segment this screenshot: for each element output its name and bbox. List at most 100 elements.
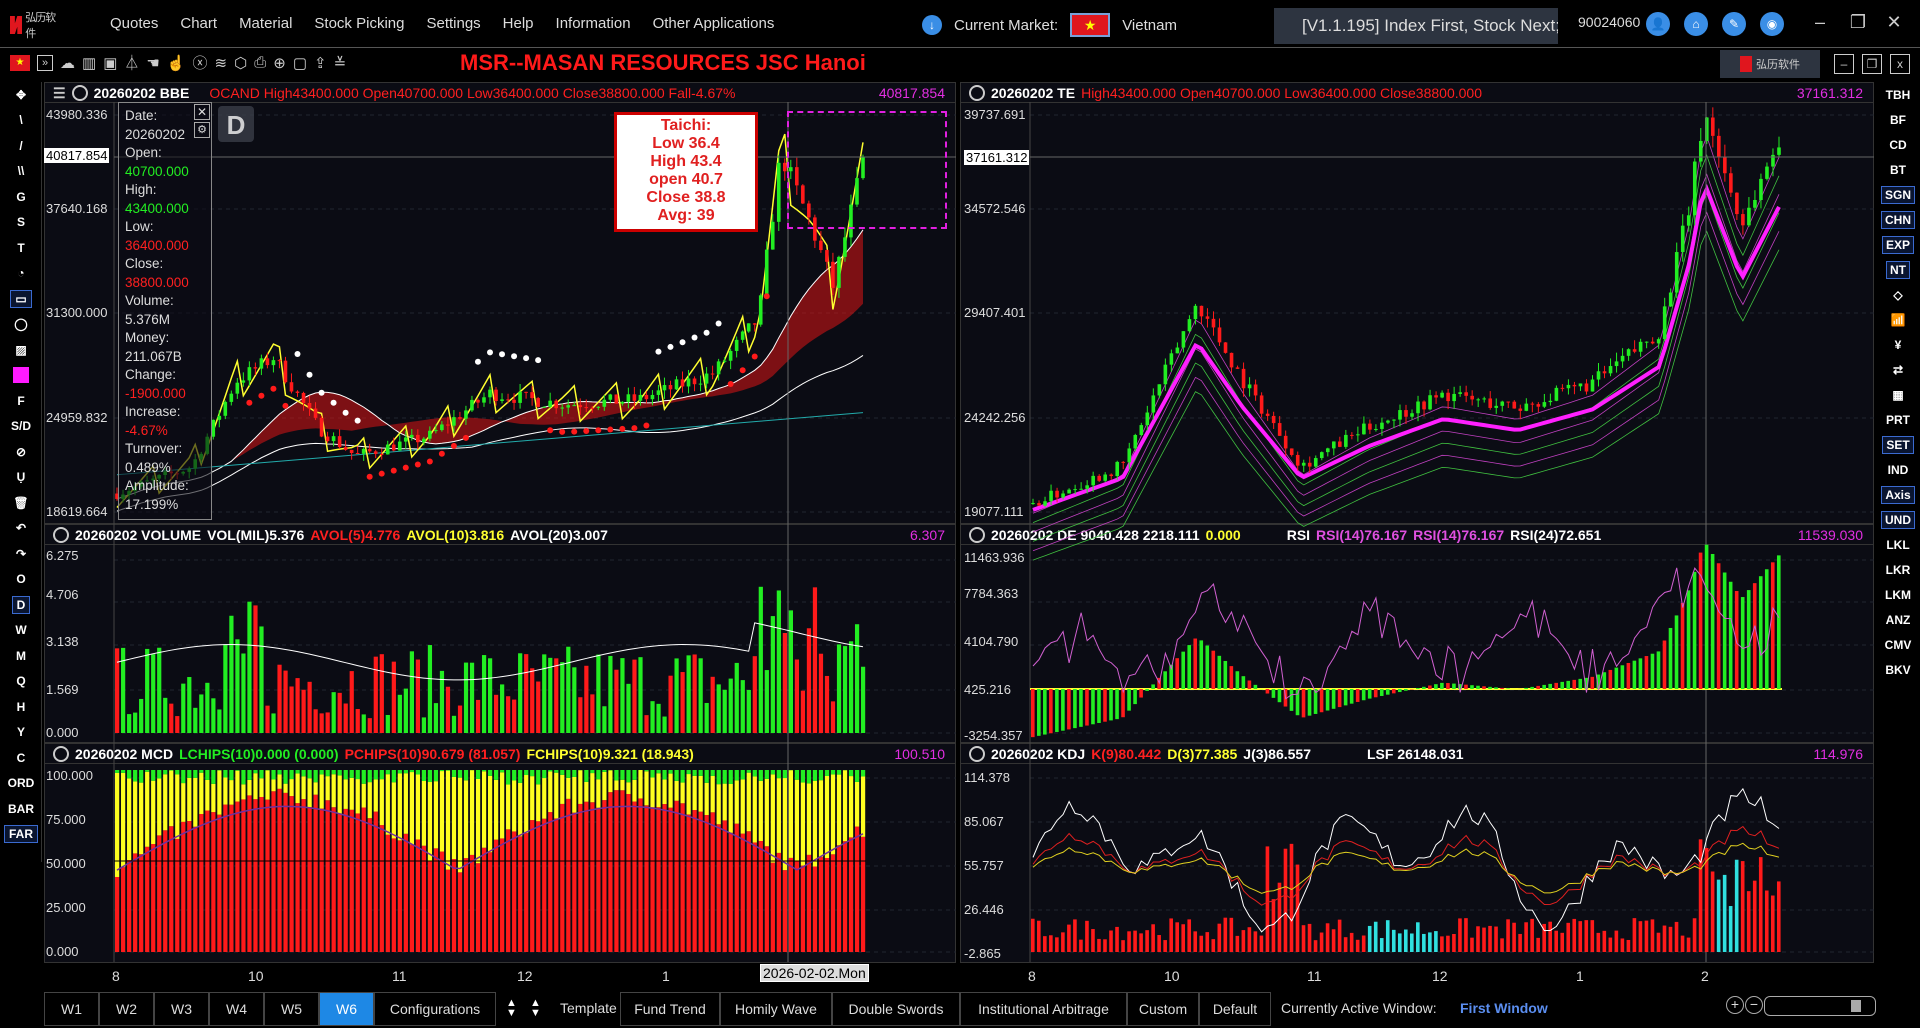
- menu-material[interactable]: Material: [239, 15, 293, 32]
- market-flag-icon[interactable]: ★: [10, 54, 30, 71]
- function-tool[interactable]: EXP: [1876, 232, 1920, 257]
- user-icon[interactable]: 👤: [1646, 12, 1670, 36]
- function-tool[interactable]: BF: [1876, 107, 1920, 132]
- window-tab-w2[interactable]: W2: [99, 992, 154, 1026]
- function-tool[interactable]: IND: [1876, 457, 1920, 482]
- draw-tool[interactable]: F: [0, 388, 42, 414]
- function-tool[interactable]: NT: [1876, 257, 1920, 282]
- draw-tool[interactable]: ▭: [0, 286, 42, 312]
- draw-tool[interactable]: O: [0, 567, 42, 593]
- print-icon[interactable]: ⎙: [254, 54, 267, 71]
- window-tab-w4[interactable]: W4: [209, 992, 264, 1026]
- draw-tool[interactable]: W: [0, 618, 42, 644]
- window-tab-w5[interactable]: W5: [264, 992, 319, 1026]
- draw-tool[interactable]: \: [0, 108, 42, 134]
- function-tool[interactable]: SET: [1876, 432, 1920, 457]
- thumb-icon[interactable]: ☝: [166, 54, 186, 72]
- expand-icon[interactable]: »: [37, 54, 53, 71]
- function-tool[interactable]: ▦: [1876, 382, 1920, 407]
- filter-icon[interactable]: ⏃: [124, 55, 140, 72]
- settings-hex-icon[interactable]: [71, 84, 88, 101]
- upload-icon[interactable]: ⇪: [314, 54, 327, 72]
- scrollbar-thumb[interactable]: [1851, 1000, 1861, 1012]
- draw-tool[interactable]: ORD: [0, 771, 42, 797]
- menu-information[interactable]: Information: [555, 15, 631, 32]
- zoom-out-icon[interactable]: −: [1745, 996, 1763, 1014]
- horizontal-scrollbar[interactable]: [1764, 996, 1876, 1016]
- settings-hex-icon[interactable]: [969, 526, 985, 543]
- function-tool[interactable]: PRT: [1876, 407, 1920, 432]
- function-tool[interactable]: UND: [1876, 507, 1920, 532]
- draw-tool[interactable]: ↶: [0, 516, 42, 542]
- menu-settings[interactable]: Settings: [426, 15, 481, 32]
- template-default[interactable]: Default: [1199, 992, 1271, 1026]
- draw-tool[interactable]: BAR: [0, 796, 42, 822]
- selection-rectangle[interactable]: [787, 111, 947, 229]
- window-tab-w3[interactable]: W3: [154, 992, 209, 1026]
- refresh-cloud-icon[interactable]: ☁: [60, 54, 75, 72]
- draw-tool[interactable]: /: [0, 133, 42, 159]
- function-tool[interactable]: ¥: [1876, 332, 1920, 357]
- home-icon[interactable]: ⌂: [1684, 12, 1708, 36]
- function-tool[interactable]: LKL: [1876, 532, 1920, 557]
- settings-hex-icon[interactable]: [53, 745, 69, 762]
- wifi-icon[interactable]: ≋: [214, 54, 228, 72]
- function-tool[interactable]: Axis: [1876, 482, 1920, 507]
- panel-restore-icon[interactable]: ❐: [1862, 54, 1882, 74]
- function-tool[interactable]: CD: [1876, 132, 1920, 157]
- chart-bars-icon[interactable]: ▥: [82, 54, 97, 72]
- draw-tool[interactable]: Y: [0, 720, 42, 746]
- brand-icon[interactable]: ◉: [1760, 12, 1784, 36]
- draw-tool[interactable]: ◔: [0, 261, 42, 287]
- minimize-icon[interactable]: –: [1814, 12, 1825, 32]
- close-icon[interactable]: ✕: [1886, 12, 1902, 32]
- window-tab-w6[interactable]: W6: [319, 992, 374, 1026]
- draw-tool[interactable]: T: [0, 235, 42, 261]
- function-tool[interactable]: ANZ: [1876, 607, 1920, 632]
- settings-hex-icon[interactable]: [969, 745, 985, 762]
- function-tool[interactable]: ◇: [1876, 282, 1920, 307]
- function-tool[interactable]: BKV: [1876, 657, 1920, 682]
- tools-icon[interactable]: ✎: [1722, 12, 1746, 36]
- menu-help[interactable]: Help: [502, 15, 534, 32]
- draw-tool[interactable]: G: [0, 184, 42, 210]
- draw-tool[interactable]: ✥: [0, 82, 42, 108]
- draw-tool[interactable]: Q: [0, 669, 42, 695]
- draw-tool[interactable]: 🗑: [0, 490, 42, 516]
- function-tool[interactable]: TBH: [1876, 82, 1920, 107]
- settings-hex-icon[interactable]: [969, 84, 985, 101]
- window-tab-w1[interactable]: W1: [44, 992, 99, 1026]
- draw-tool[interactable]: ⊘: [0, 439, 42, 465]
- draw-tool[interactable]: FAR: [0, 822, 42, 848]
- configurations-button[interactable]: Configurations: [374, 992, 496, 1026]
- restore-icon[interactable]: ❐: [1849, 12, 1867, 32]
- layers-icon[interactable]: ≚: [333, 54, 347, 72]
- draw-tool[interactable]: ↷: [0, 541, 42, 567]
- draw-tool[interactable]: \\: [0, 159, 42, 185]
- template-fund-trend[interactable]: Fund Trend: [620, 992, 720, 1026]
- folder-icon[interactable]: ▣: [103, 54, 118, 72]
- cloud-download-icon[interactable]: ↓: [922, 15, 942, 35]
- draw-tool[interactable]: [0, 363, 42, 389]
- draw-tool[interactable]: H: [0, 694, 42, 720]
- draw-tool[interactable]: ◯: [0, 312, 42, 338]
- menu-other-applications[interactable]: Other Applications: [652, 15, 775, 32]
- main-chart-right[interactable]: 20260202 TE High43400.000 Open40700.000 …: [960, 82, 1874, 524]
- tooltip-gear-icon[interactable]: ⚙: [194, 122, 210, 138]
- template-homily-wave[interactable]: Homily Wave: [720, 992, 832, 1026]
- template-double-swords[interactable]: Double Swords: [832, 992, 960, 1026]
- add-circle-icon[interactable]: ⊕: [273, 54, 286, 72]
- template-custom[interactable]: Custom: [1127, 992, 1199, 1026]
- draw-tool[interactable]: S/D: [0, 414, 42, 440]
- menu-chart[interactable]: Chart: [180, 15, 218, 32]
- panel-close-icon[interactable]: x: [1890, 54, 1910, 74]
- function-tool[interactable]: 📶: [1876, 307, 1920, 332]
- draw-tool[interactable]: S: [0, 210, 42, 236]
- function-tool[interactable]: LKR: [1876, 557, 1920, 582]
- menu-quotes[interactable]: Quotes: [110, 15, 159, 32]
- hand-icon[interactable]: ☚: [146, 54, 160, 72]
- market-name[interactable]: Vietnam: [1122, 16, 1177, 34]
- menu-stock-picking[interactable]: Stock Picking: [314, 15, 405, 32]
- menu-lines-icon[interactable]: ☰: [53, 84, 66, 101]
- draw-tool[interactable]: M: [0, 643, 42, 669]
